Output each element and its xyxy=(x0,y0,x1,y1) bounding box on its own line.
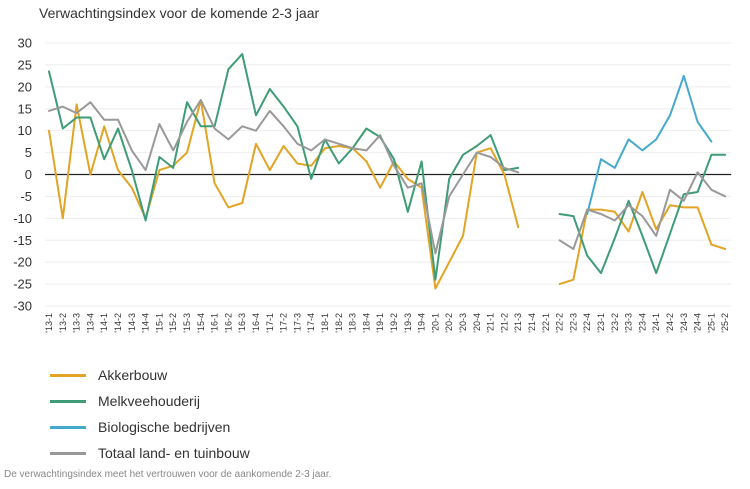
y-tick-label: -10 xyxy=(13,211,32,226)
x-tick-label: '22-2 xyxy=(555,313,565,333)
x-tick-label: '21-4 xyxy=(527,313,537,333)
grid-layer xyxy=(45,42,732,307)
x-tick-label: '24-1 xyxy=(651,313,661,333)
series-layer xyxy=(48,53,727,290)
x-tick-label: '20-1 xyxy=(430,313,440,333)
x-tick-label: '15-4 xyxy=(196,313,206,333)
x-tick-label: '15-1 xyxy=(154,313,164,333)
x-tick-label: '23-3 xyxy=(624,313,634,333)
x-tick-label: '23-4 xyxy=(637,313,647,333)
x-tick-label: '14-2 xyxy=(113,313,123,333)
x-tick-label: '24-3 xyxy=(679,313,689,333)
legend: Akkerbouw Melkveehouderij Biologische bedr… xyxy=(50,362,250,466)
legend-item: Akkerbouw xyxy=(50,362,250,388)
legend-item: Melkveehouderij xyxy=(50,388,250,414)
x-tick-label: '17-2 xyxy=(279,313,289,333)
x-tick-label: '19-4 xyxy=(417,313,427,333)
x-tick-label: '13-3 xyxy=(72,313,82,333)
y-tick-label: 0 xyxy=(25,167,32,182)
x-tick-label: '18-4 xyxy=(361,313,371,333)
chart-title: Verwachtingsindex voor de komende 2-3 ja… xyxy=(39,5,320,21)
x-tick-label: '25-2 xyxy=(720,313,730,333)
legend-swatch xyxy=(50,451,86,455)
x-tick-label: '16-1 xyxy=(210,313,220,333)
x-tick-label: '19-2 xyxy=(389,313,399,333)
x-tick-label: '23-1 xyxy=(596,313,606,333)
legend-label: Akkerbouw xyxy=(98,367,168,383)
x-tick-label: '13-2 xyxy=(58,313,68,333)
y-tick-label: -20 xyxy=(13,255,32,270)
y-tick-label: 25 xyxy=(18,57,32,72)
x-tick-label: '22-1 xyxy=(541,313,551,333)
legend-swatch xyxy=(50,425,86,429)
legend-swatch xyxy=(50,373,86,377)
legend-label: Totaal land- en tuinbouw xyxy=(98,445,250,461)
series-line-melkveehouderij xyxy=(48,53,727,281)
y-tick-label: 20 xyxy=(18,79,32,94)
x-tick-label: '23-2 xyxy=(610,313,620,333)
y-tick-label: 10 xyxy=(18,123,32,138)
x-axis-ticks: '13-1 '13-2 '13-3'13-4 '14-1 '14-2 '14-3 '14-4… xyxy=(44,313,730,333)
legend-item: Totaal land- en tuinbouw xyxy=(50,440,250,466)
y-tick-label: 15 xyxy=(18,101,32,116)
footnote: De verwachtingsindex meet het vertrouwen… xyxy=(4,469,332,480)
x-tick-label: '17-3 xyxy=(292,313,302,333)
x-tick-label: '21-1 xyxy=(486,313,496,333)
x-tick-label: '14-4 xyxy=(141,313,151,333)
y-tick-label: 5 xyxy=(25,145,32,160)
x-tick-label: '18-2 xyxy=(334,313,344,333)
x-tick-label: '14-1 xyxy=(99,313,109,333)
x-tick-label: '13-4 xyxy=(85,313,95,333)
x-tick-label: '21-3 xyxy=(513,313,523,333)
legend-label: Biologische bedrijven xyxy=(98,419,231,435)
x-tick-label: '20-3 xyxy=(458,313,468,333)
x-tick-label: '25-1 xyxy=(706,313,716,333)
x-tick-label: '15-2 xyxy=(168,313,178,333)
x-tick-label: '24-4 xyxy=(693,313,703,333)
x-tick-label: '13-1 xyxy=(44,313,54,333)
x-tick-label: '15-3 xyxy=(182,313,192,333)
y-tick-label: 30 xyxy=(18,36,32,51)
x-tick-label: '20-2 xyxy=(444,313,454,333)
x-tick-label: '19-1 xyxy=(375,313,385,333)
x-tick-label: '17-4 xyxy=(306,313,316,333)
x-tick-label: '22-3 xyxy=(568,313,578,333)
x-tick-label: '18-1 xyxy=(320,313,330,333)
y-axis-ticks: 30 25 20 15 10 5 0 -5 -10 -15 -20 -25 -30 xyxy=(13,36,32,314)
y-tick-label: -30 xyxy=(13,299,32,314)
x-tick-label: '21-2 xyxy=(499,313,509,333)
x-tick-label: '16-3 xyxy=(237,313,247,333)
x-tick-label: '24-2 xyxy=(665,313,675,333)
x-tick-label: '19-3 xyxy=(403,313,413,333)
x-tick-label: '16-2 xyxy=(223,313,233,333)
series-line-biologische-bedrijven xyxy=(586,74,713,215)
legend-item: Biologische bedrijven xyxy=(50,414,250,440)
x-tick-label: '17-1 xyxy=(265,313,275,333)
y-tick-label: -5 xyxy=(20,189,32,204)
y-tick-label: -25 xyxy=(13,277,32,292)
y-tick-label: -15 xyxy=(13,233,32,248)
x-tick-label: '16-4 xyxy=(251,313,261,333)
x-tick-label: '20-4 xyxy=(472,313,482,333)
series-line-totaal-land-en-tuinbouw xyxy=(48,99,727,255)
legend-label: Melkveehouderij xyxy=(98,393,200,409)
legend-swatch xyxy=(50,399,86,403)
x-tick-label: '22-4 xyxy=(582,313,592,333)
x-tick-label: '14-3 xyxy=(127,313,137,333)
line-chart: 30 25 20 15 10 5 0 -5 -10 -15 -20 -25 -30 '13-1 '13-2… xyxy=(13,36,732,333)
x-tick-label: '18-3 xyxy=(348,313,358,333)
